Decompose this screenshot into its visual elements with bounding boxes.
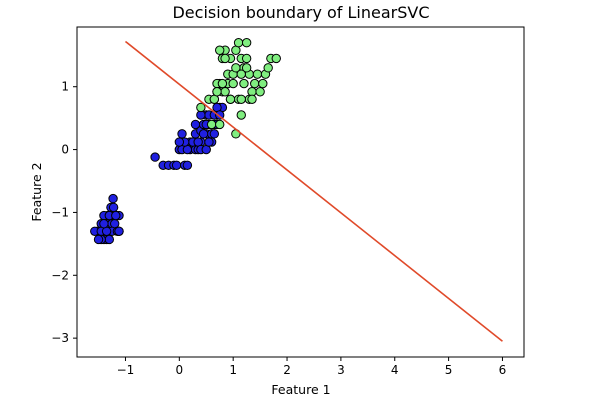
x-axis: −1 0 1 2 3 4 5 6 — [117, 357, 507, 377]
data-point — [182, 160, 193, 170]
chart-title: Decision boundary of LinearSVC — [172, 3, 429, 22]
x-tick-label: 5 — [445, 363, 453, 377]
data-point — [190, 119, 201, 130]
series-class_0 — [90, 193, 124, 245]
data-point — [247, 94, 257, 104]
data-point — [241, 63, 252, 73]
y-tick-label: −2 — [51, 268, 69, 282]
y-axis: −3 −2 −1 0 1 — [51, 80, 77, 345]
data-point — [263, 63, 273, 73]
data-point — [215, 45, 225, 55]
x-tick-label: 0 — [176, 363, 184, 377]
data-point — [93, 234, 104, 245]
data-point — [217, 78, 228, 89]
data-point — [104, 234, 115, 245]
y-tick-label: 1 — [61, 80, 69, 94]
data-point — [231, 63, 241, 73]
data-point — [255, 87, 265, 97]
data-point — [212, 87, 222, 97]
series-class_1 — [150, 102, 228, 170]
data-point — [108, 202, 119, 213]
data-point — [271, 53, 281, 64]
data-point — [220, 87, 230, 97]
series-class_2 — [196, 38, 281, 139]
data-point — [236, 94, 246, 104]
data-point — [220, 53, 230, 64]
data-point — [108, 193, 118, 204]
x-tick-label: 6 — [499, 363, 507, 377]
x-tick-label: 4 — [391, 363, 399, 377]
x-tick-label: −1 — [117, 363, 135, 377]
data-point — [233, 38, 244, 48]
data-point — [236, 110, 246, 120]
data-point — [150, 152, 160, 162]
plot-frame — [76, 26, 525, 358]
x-tick-label: 1 — [229, 363, 237, 377]
y-tick-label: −3 — [51, 331, 69, 345]
data-point — [228, 78, 238, 89]
data-point — [99, 219, 109, 229]
data-point — [171, 160, 182, 170]
data-point — [177, 129, 187, 139]
data-point — [209, 129, 220, 139]
data-point — [225, 94, 236, 104]
x-tick-label: 3 — [337, 363, 345, 377]
decision-boundary-line — [124, 40, 503, 342]
data-point — [258, 78, 268, 89]
x-axis-label: Feature 1 — [271, 382, 330, 397]
data-point — [114, 226, 124, 236]
data-point — [215, 119, 225, 130]
data-point — [196, 102, 206, 113]
data-point — [241, 38, 252, 48]
data-point — [239, 78, 249, 89]
data-point — [111, 210, 121, 221]
data-point — [236, 69, 246, 79]
y-tick-label: −1 — [51, 205, 69, 219]
data-point — [174, 137, 185, 147]
x-tick-label: 2 — [283, 363, 291, 377]
data-point — [198, 129, 209, 139]
y-tick-label: 0 — [61, 143, 69, 157]
data-point — [241, 53, 252, 64]
data-point — [250, 78, 260, 89]
data-point — [204, 137, 214, 147]
plot-area — [90, 38, 503, 342]
y-axis-label: Feature 2 — [29, 162, 44, 221]
data-point — [206, 119, 217, 130]
data-point — [252, 69, 263, 79]
